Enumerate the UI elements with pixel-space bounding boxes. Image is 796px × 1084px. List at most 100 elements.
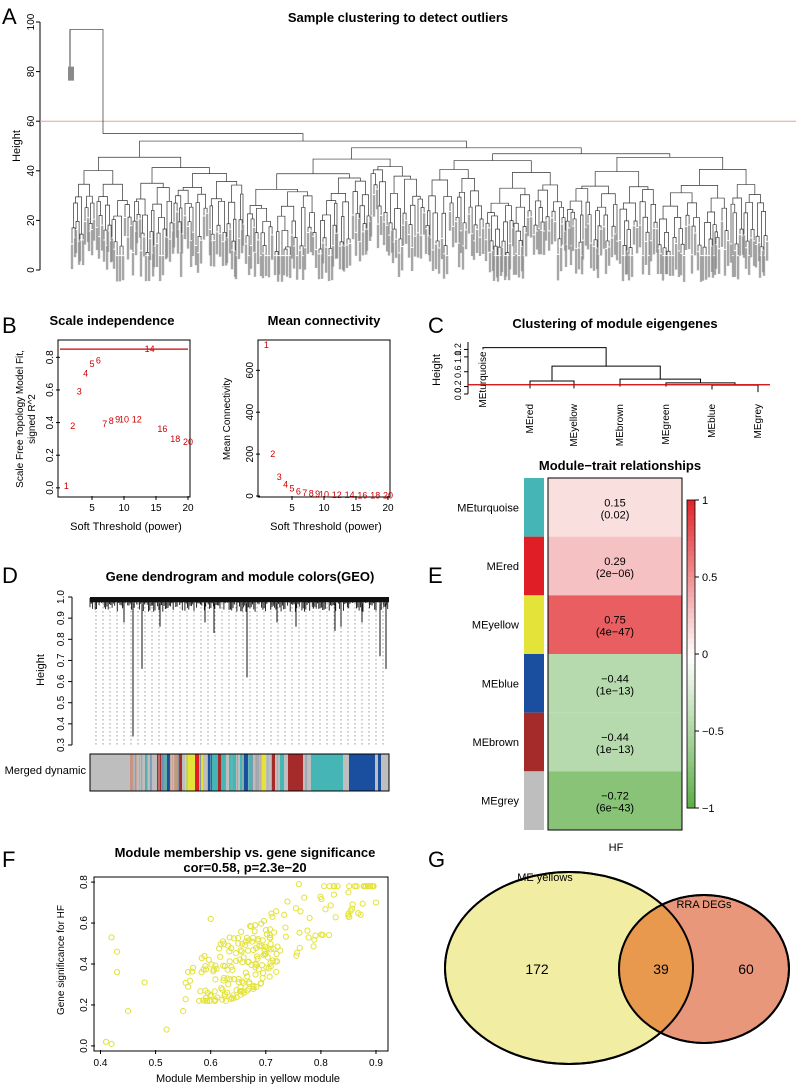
panel-d-colorbar-label: Merged dynamic xyxy=(5,765,87,777)
panel-a-leaf-label xyxy=(529,217,533,238)
panel-f-point xyxy=(182,979,189,986)
panel-a-leaf-label xyxy=(461,246,465,270)
panel-a-leaf-label xyxy=(215,232,219,255)
panel-b2-xtick-label: 5 xyxy=(289,503,295,514)
panel-b1-ytick-label: 0.2 xyxy=(45,448,56,462)
panel-b2-point-label: 18 xyxy=(370,491,380,501)
panel-d-color-segment xyxy=(221,754,226,791)
panel-a-dendro-link xyxy=(98,215,103,237)
panel-f-point xyxy=(246,979,253,986)
panel-a-dendro-link xyxy=(184,203,192,216)
panel-f-xtick-label: 0.8 xyxy=(314,1058,328,1069)
panel-a-dendro-link xyxy=(182,187,203,195)
panel-a-dendro-link xyxy=(495,228,500,248)
panel-label-g: G xyxy=(428,847,445,872)
panel-a-leaf-label xyxy=(451,226,455,248)
panel-a-leaf-label xyxy=(638,225,642,248)
panel-f-point xyxy=(202,966,210,973)
panel-f-point xyxy=(185,968,192,976)
panel-d-color-segment xyxy=(311,754,319,791)
panel-f-point xyxy=(345,912,352,919)
panel-f-point xyxy=(238,948,245,955)
panel-a-dendro-link xyxy=(362,223,367,232)
panel-a-leaf-label xyxy=(574,248,578,274)
panel-d-color-stripe xyxy=(158,754,160,791)
panel-d-color-stripe xyxy=(199,754,201,791)
panel-b1-xtick-label: 20 xyxy=(182,503,194,514)
panel-a-dendro-link xyxy=(680,185,719,199)
panel-a-leaf-label xyxy=(202,216,206,240)
panel-d-color-stripe xyxy=(150,754,152,791)
panel-a-leaf-label xyxy=(625,251,629,275)
panel-e-colorbar-step xyxy=(687,654,695,660)
panel-a-leaf-label xyxy=(172,222,176,248)
panel-a-dendro-link xyxy=(629,186,649,203)
panel-label-a: A xyxy=(2,4,17,29)
panel-f-point xyxy=(345,889,352,896)
panel-a-dendro-link xyxy=(240,193,244,224)
panel-a-dendro-link xyxy=(156,232,161,256)
panel-a-leaf-label xyxy=(244,244,248,264)
panel-a-leaf-label xyxy=(212,240,216,267)
panel-a-leaf-label xyxy=(607,247,611,266)
panel-a-dendro-link xyxy=(309,212,315,233)
panel-a-dendro-link xyxy=(431,179,449,197)
panel-f-point xyxy=(282,933,289,940)
panel-b2-ytick-label: 0 xyxy=(245,493,256,499)
panel-b1-ylabel-line1: Scale Free Topology Model Fit, xyxy=(15,350,26,488)
panel-a-dendro-link xyxy=(140,182,164,200)
panel-a-leaf-label xyxy=(736,256,740,280)
panel-b2-xlabel: Soft Threshold (power) xyxy=(270,521,382,533)
panel-a-dendro-link xyxy=(461,178,475,193)
panel-a-leaf-label xyxy=(564,245,568,268)
panel-f-xtick-label: 0.4 xyxy=(94,1058,108,1069)
panel-a-dendro-link xyxy=(594,171,640,187)
panel-a-dendro-link xyxy=(330,193,347,202)
panel-f-point xyxy=(261,950,268,958)
panel-f-ytick-label: 0.6 xyxy=(79,916,90,930)
panel-e-colorbar-step xyxy=(687,556,695,563)
panel-a-leaf-label xyxy=(445,256,449,275)
panel-a-dendro-link xyxy=(88,223,93,231)
panel-a-leaf-label xyxy=(126,237,130,260)
panel-a-leaf-label xyxy=(544,220,548,241)
panel-c-leaf-label: MEred xyxy=(525,404,536,433)
panel-a-leaf-label xyxy=(189,241,193,268)
panel-f-point xyxy=(346,883,353,890)
panel-a-dendro-link xyxy=(307,226,312,233)
panel-d-color-segment xyxy=(248,754,252,791)
panel-f-point xyxy=(351,883,359,890)
panel-d-ytick-label: 1.0 xyxy=(56,590,67,604)
panel-a-dendro-link xyxy=(453,160,532,173)
panel-a-y-ticks: 0 20 40 60 80 100 xyxy=(26,13,40,273)
panel-e-colorbar-step xyxy=(687,535,695,542)
panel-a-leaf-label xyxy=(165,238,169,258)
panel-b2-xtick-label: 20 xyxy=(382,503,394,514)
panel-a-dendro-link xyxy=(487,212,495,224)
panel-a-dendro-link xyxy=(197,193,206,209)
panel-a-dendro-link xyxy=(666,250,671,256)
panel-a-leaf-label xyxy=(413,236,417,257)
panel-a-leaf-label xyxy=(92,219,96,241)
panel-b2-point-label: 5 xyxy=(289,484,294,494)
panel-c-leaf-label: MEgrey xyxy=(753,404,764,438)
panel-f-point xyxy=(260,917,268,925)
panel-a-ytick-label: 0 xyxy=(26,267,37,273)
panel-f-point xyxy=(327,902,334,909)
panel-e-row-color xyxy=(524,712,544,772)
panel-b1-point-label: 16 xyxy=(157,424,167,434)
panel-e-colorbar-step xyxy=(687,756,695,763)
panel-e-colorbar-step xyxy=(687,530,695,537)
panel-d-color-segment xyxy=(272,754,275,791)
panel-e-cell-pvalue: (1e−13) xyxy=(596,685,634,697)
panel-e-colorbar-step xyxy=(687,725,695,732)
panel-a-dendro-link xyxy=(501,240,506,256)
panel-f-point xyxy=(217,941,224,948)
panel-f-point xyxy=(305,934,312,941)
panel-f-point xyxy=(227,976,234,983)
panel-b1-xtick-label: 5 xyxy=(89,503,95,514)
panel-a-leaf-label xyxy=(95,227,99,251)
panel-a-dendro-link xyxy=(417,198,423,233)
panel-a-leaf-label xyxy=(295,256,299,280)
